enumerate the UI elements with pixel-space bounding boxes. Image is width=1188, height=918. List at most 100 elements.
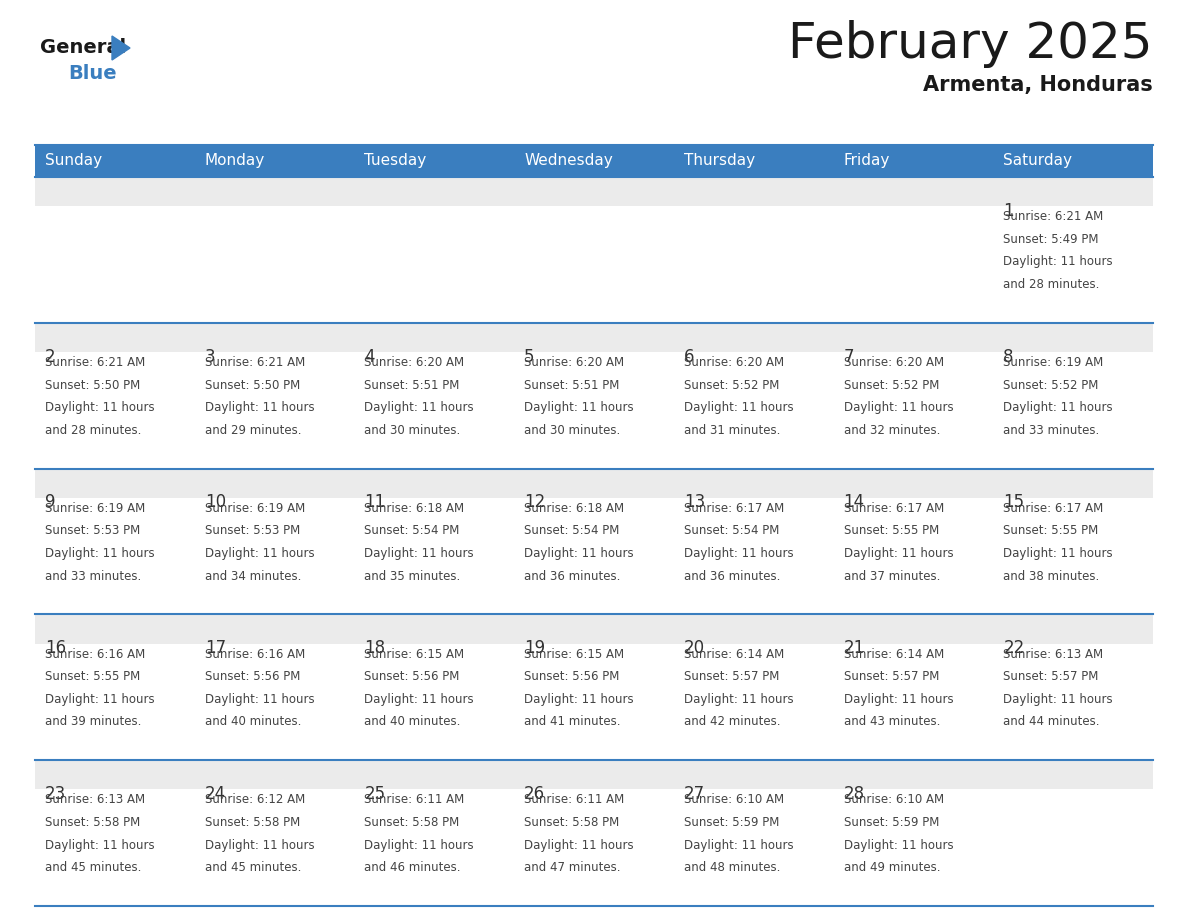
- Text: Sunrise: 6:15 AM: Sunrise: 6:15 AM: [524, 647, 624, 661]
- Bar: [354, 323, 514, 352]
- Bar: [195, 760, 354, 906]
- Text: Sunrise: 6:19 AM: Sunrise: 6:19 AM: [1004, 356, 1104, 369]
- Text: Sunset: 5:52 PM: Sunset: 5:52 PM: [843, 378, 939, 392]
- Bar: [34, 323, 195, 352]
- Bar: [834, 614, 993, 760]
- Bar: [34, 614, 195, 760]
- Text: Armenta, Honduras: Armenta, Honduras: [923, 75, 1154, 95]
- Text: Daylight: 11 hours: Daylight: 11 hours: [524, 547, 633, 560]
- Text: 16: 16: [45, 639, 67, 657]
- Text: and 46 minutes.: and 46 minutes.: [365, 861, 461, 874]
- Text: and 35 minutes.: and 35 minutes.: [365, 570, 461, 583]
- Bar: [834, 323, 993, 352]
- Text: 4: 4: [365, 348, 375, 365]
- Bar: [834, 468, 993, 614]
- Text: 24: 24: [204, 785, 226, 803]
- Bar: [354, 468, 514, 498]
- Text: Sunset: 5:57 PM: Sunset: 5:57 PM: [843, 670, 939, 683]
- Bar: [674, 468, 834, 498]
- Text: Sunrise: 6:14 AM: Sunrise: 6:14 AM: [843, 647, 943, 661]
- Text: and 40 minutes.: and 40 minutes.: [204, 715, 301, 729]
- Text: February 2025: February 2025: [789, 20, 1154, 68]
- Bar: [34, 468, 195, 498]
- Text: and 30 minutes.: and 30 minutes.: [524, 424, 620, 437]
- Text: and 34 minutes.: and 34 minutes.: [204, 570, 301, 583]
- Bar: [514, 760, 674, 906]
- Text: Sunset: 5:55 PM: Sunset: 5:55 PM: [1004, 524, 1099, 537]
- Bar: [514, 468, 674, 614]
- Text: Daylight: 11 hours: Daylight: 11 hours: [524, 839, 633, 852]
- Text: Sunrise: 6:13 AM: Sunrise: 6:13 AM: [45, 793, 145, 806]
- Text: Sunrise: 6:10 AM: Sunrise: 6:10 AM: [843, 793, 943, 806]
- Text: Wednesday: Wednesday: [524, 153, 613, 169]
- Text: Sunset: 5:49 PM: Sunset: 5:49 PM: [1004, 233, 1099, 246]
- Bar: [834, 614, 993, 644]
- Text: Daylight: 11 hours: Daylight: 11 hours: [204, 693, 315, 706]
- Text: Sunrise: 6:18 AM: Sunrise: 6:18 AM: [365, 502, 465, 515]
- Text: Daylight: 11 hours: Daylight: 11 hours: [45, 547, 154, 560]
- Text: General: General: [40, 38, 126, 57]
- Bar: [195, 468, 354, 614]
- Text: Sunrise: 6:21 AM: Sunrise: 6:21 AM: [45, 356, 145, 369]
- Text: and 36 minutes.: and 36 minutes.: [524, 570, 620, 583]
- Bar: [34, 614, 195, 644]
- Text: Sunrise: 6:19 AM: Sunrise: 6:19 AM: [45, 502, 145, 515]
- Text: Sunset: 5:52 PM: Sunset: 5:52 PM: [684, 378, 779, 392]
- Text: Sunset: 5:58 PM: Sunset: 5:58 PM: [204, 816, 299, 829]
- Text: 17: 17: [204, 639, 226, 657]
- Bar: [674, 614, 834, 760]
- Text: and 44 minutes.: and 44 minutes.: [1004, 715, 1100, 729]
- Text: 15: 15: [1004, 493, 1024, 511]
- Bar: [34, 177, 195, 207]
- Text: Daylight: 11 hours: Daylight: 11 hours: [1004, 255, 1113, 268]
- Text: Sunrise: 6:15 AM: Sunrise: 6:15 AM: [365, 647, 465, 661]
- Bar: [993, 468, 1154, 614]
- Text: Sunset: 5:56 PM: Sunset: 5:56 PM: [365, 670, 460, 683]
- Bar: [34, 177, 195, 323]
- Bar: [195, 468, 354, 498]
- Text: and 48 minutes.: and 48 minutes.: [684, 861, 781, 874]
- Text: Sunset: 5:55 PM: Sunset: 5:55 PM: [843, 524, 939, 537]
- Bar: [354, 177, 514, 207]
- Text: Daylight: 11 hours: Daylight: 11 hours: [365, 693, 474, 706]
- Text: and 31 minutes.: and 31 minutes.: [684, 424, 781, 437]
- Bar: [993, 760, 1154, 789]
- Text: 12: 12: [524, 493, 545, 511]
- Text: Daylight: 11 hours: Daylight: 11 hours: [684, 693, 794, 706]
- Bar: [674, 323, 834, 352]
- Text: Blue: Blue: [68, 64, 116, 83]
- Text: Daylight: 11 hours: Daylight: 11 hours: [1004, 547, 1113, 560]
- Bar: [993, 323, 1154, 468]
- Bar: [195, 614, 354, 644]
- Text: and 33 minutes.: and 33 minutes.: [45, 570, 141, 583]
- Text: Daylight: 11 hours: Daylight: 11 hours: [204, 839, 315, 852]
- Bar: [674, 177, 834, 323]
- Bar: [834, 177, 993, 207]
- Text: 1: 1: [1004, 202, 1013, 219]
- Text: 23: 23: [45, 785, 67, 803]
- Bar: [514, 323, 674, 468]
- Text: Tuesday: Tuesday: [365, 153, 426, 169]
- Text: Daylight: 11 hours: Daylight: 11 hours: [204, 547, 315, 560]
- Bar: [354, 323, 514, 468]
- Bar: [514, 614, 674, 760]
- Bar: [993, 614, 1154, 644]
- Text: 11: 11: [365, 493, 386, 511]
- Text: Sunrise: 6:17 AM: Sunrise: 6:17 AM: [843, 502, 943, 515]
- Bar: [195, 760, 354, 789]
- Bar: [514, 468, 674, 498]
- Bar: [514, 614, 674, 644]
- Text: Sunrise: 6:16 AM: Sunrise: 6:16 AM: [204, 647, 305, 661]
- Text: Sunrise: 6:20 AM: Sunrise: 6:20 AM: [843, 356, 943, 369]
- Bar: [354, 614, 514, 760]
- Text: 13: 13: [684, 493, 706, 511]
- Text: Sunrise: 6:17 AM: Sunrise: 6:17 AM: [684, 502, 784, 515]
- Text: Daylight: 11 hours: Daylight: 11 hours: [684, 547, 794, 560]
- Text: Sunset: 5:58 PM: Sunset: 5:58 PM: [365, 816, 460, 829]
- Bar: [674, 760, 834, 906]
- Text: Daylight: 11 hours: Daylight: 11 hours: [843, 839, 953, 852]
- Text: and 42 minutes.: and 42 minutes.: [684, 715, 781, 729]
- Text: Sunset: 5:56 PM: Sunset: 5:56 PM: [204, 670, 301, 683]
- Text: 28: 28: [843, 785, 865, 803]
- Text: and 40 minutes.: and 40 minutes.: [365, 715, 461, 729]
